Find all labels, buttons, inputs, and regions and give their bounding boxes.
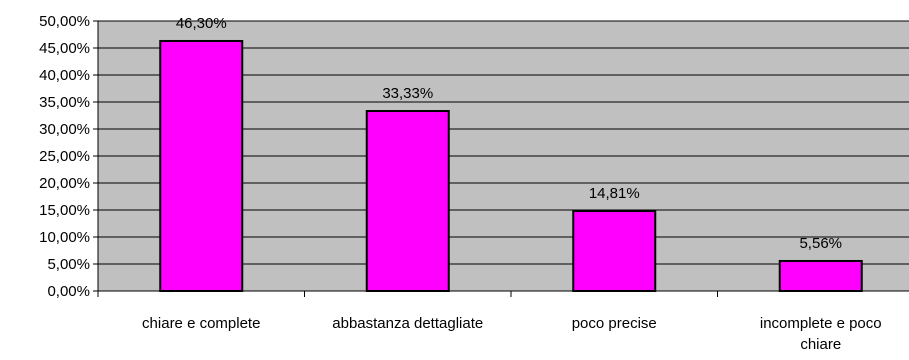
y-tick-label: 15,00% [39, 202, 90, 219]
x-category-label: chiare e complete [142, 315, 260, 332]
bar [572, 210, 657, 292]
bar [365, 110, 450, 292]
x-axis-labels: chiare e complete abbastanza dettagliate p… [97, 291, 882, 353]
data-label: 46,30% [176, 15, 227, 32]
y-tick-label: 40,00% [39, 67, 90, 84]
y-axis-ticks: 0,00% 5,00% 10,00% 15,00% 20,00% 25,00% 30,00%… [39, 13, 98, 300]
data-labels: 46,30% 33,33% 14,81% 5,56% [176, 15, 842, 252]
y-tick-label: 0,00% [47, 283, 90, 300]
y-tick-label: 10,00% [39, 229, 90, 246]
y-tick-label: 30,00% [39, 121, 90, 138]
x-category-label: chiare [800, 336, 841, 353]
y-tick-label: 20,00% [39, 175, 90, 192]
y-tick-label: 25,00% [39, 148, 90, 165]
x-category-label: poco precise [572, 315, 657, 332]
data-label: 33,33% [382, 85, 433, 102]
data-label: 14,81% [589, 185, 640, 202]
bar [159, 39, 244, 293]
x-category-label: incomplete e poco [760, 315, 882, 332]
y-tick-label: 5,00% [47, 256, 90, 273]
y-tick-label: 45,00% [39, 40, 90, 57]
x-category-label: abbastanza dettagliate [332, 315, 483, 332]
y-tick-label: 35,00% [39, 94, 90, 111]
bar [778, 259, 863, 293]
y-tick-label: 50,00% [39, 13, 90, 30]
data-label: 5,56% [799, 235, 842, 252]
